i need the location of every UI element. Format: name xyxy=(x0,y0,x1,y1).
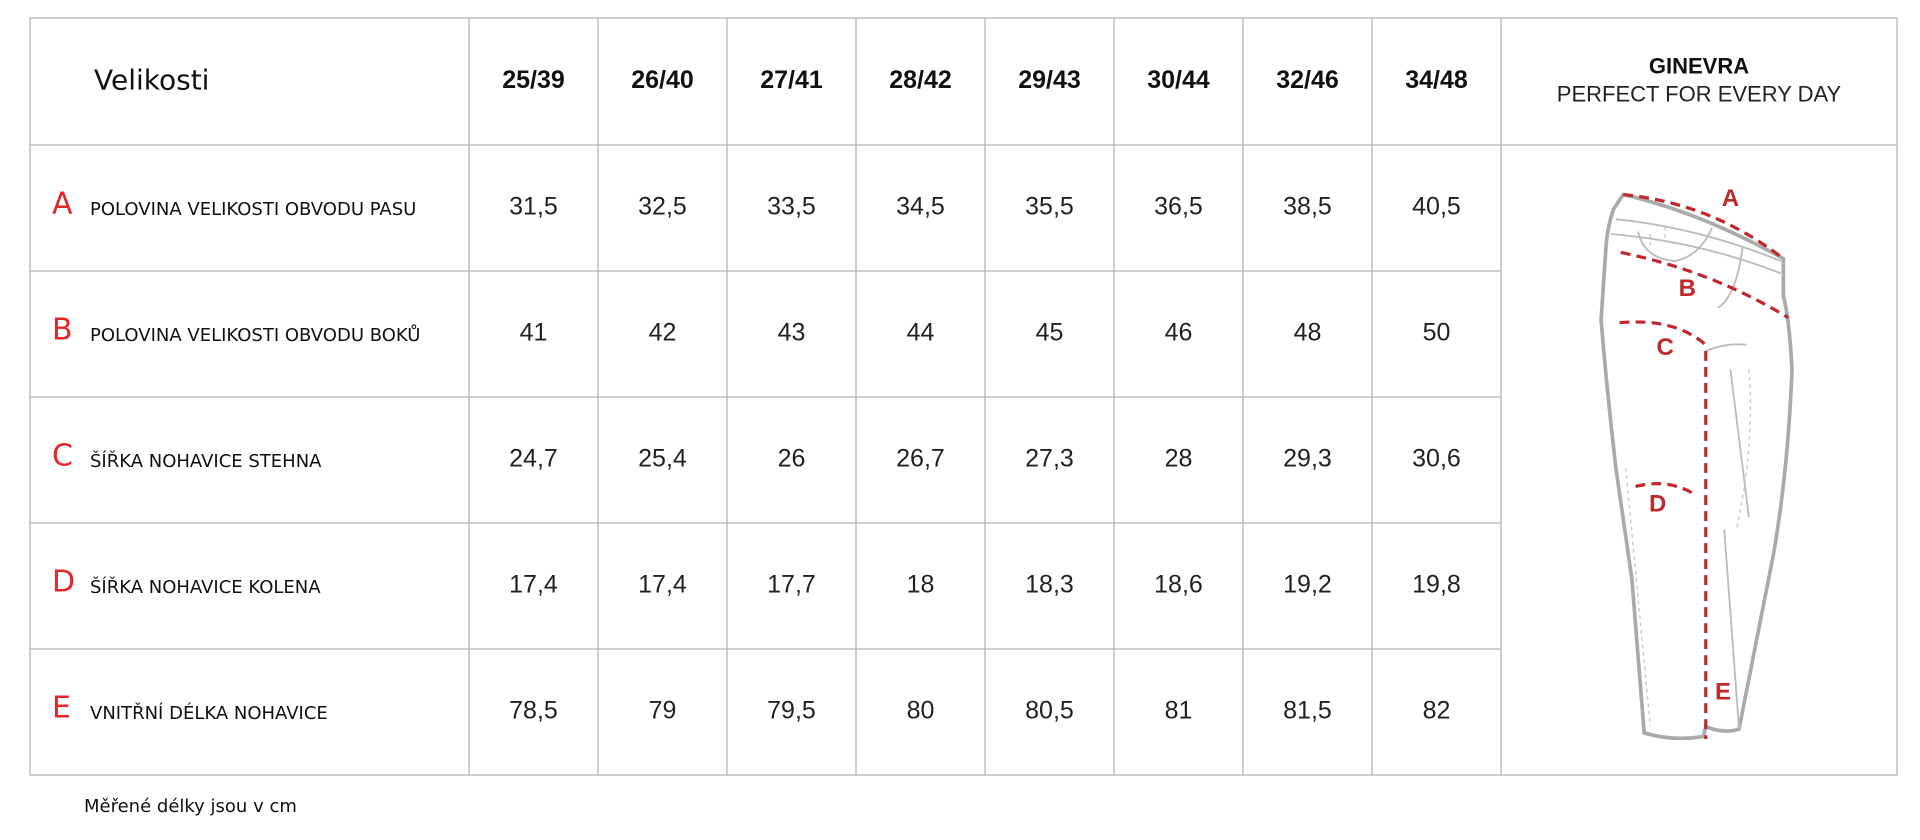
cell-value: 30,6 xyxy=(1412,445,1461,473)
size-header: 26/40 xyxy=(631,66,694,94)
cell-value: 48 xyxy=(1294,319,1322,347)
cell-value: 38,5 xyxy=(1283,193,1332,221)
cell-value: 18 xyxy=(907,571,935,599)
diagram-label: A xyxy=(1722,185,1739,212)
cell-value: 78,5 xyxy=(509,697,558,725)
cell-value: 27,3 xyxy=(1025,445,1074,473)
diagram-label: B xyxy=(1679,275,1696,302)
table-grid xyxy=(29,17,1898,776)
cell-value: 34,5 xyxy=(896,193,945,221)
brand: GINEVRA xyxy=(1649,53,1749,78)
size-header: 30/44 xyxy=(1147,66,1210,94)
jeans-diagram xyxy=(1599,192,1794,741)
row-letter: D xyxy=(52,565,75,600)
header-title: Velikosti xyxy=(94,64,209,97)
cell-value: 36,5 xyxy=(1154,193,1203,221)
cell-value: 19,8 xyxy=(1412,571,1461,599)
row-letter: A xyxy=(52,187,73,222)
cell-value: 41 xyxy=(520,319,548,347)
size-header: 34/48 xyxy=(1405,66,1468,94)
size-header: 29/43 xyxy=(1018,66,1081,94)
cell-value: 26 xyxy=(778,445,806,473)
cell-value: 26,7 xyxy=(896,445,945,473)
cell-value: 17,4 xyxy=(638,571,687,599)
diagram-label: E xyxy=(1715,679,1731,706)
cell-value: 25,4 xyxy=(638,445,687,473)
cell-value: 35,5 xyxy=(1025,193,1074,221)
cell-value: 33,5 xyxy=(767,193,816,221)
diagram-label: D xyxy=(1649,490,1666,517)
cell-value: 17,7 xyxy=(767,571,816,599)
cell-value: 28 xyxy=(1165,445,1193,473)
cell-value: 79 xyxy=(649,697,677,725)
cell-value: 29,3 xyxy=(1283,445,1332,473)
row-label: ŠÍŘKA NOHAVICE STEHNA xyxy=(90,450,322,472)
cell-value: 80 xyxy=(907,697,935,725)
cell-value: 82 xyxy=(1423,697,1451,725)
cell-value: 31,5 xyxy=(509,193,558,221)
cell-value: 42 xyxy=(649,319,677,347)
cell-value: 18,3 xyxy=(1025,571,1074,599)
row-label: POLOVINA VELIKOSTI OBVODU PASU xyxy=(90,199,416,220)
cell-value: 24,7 xyxy=(509,445,558,473)
size-header: 28/42 xyxy=(889,66,952,94)
cell-value: 45 xyxy=(1036,319,1064,347)
cell-value: 19,2 xyxy=(1283,571,1332,599)
cell-value: 43 xyxy=(778,319,806,347)
row-label: POLOVINA VELIKOSTI OBVODU BOKŮ xyxy=(90,324,420,346)
cell-value: 80,5 xyxy=(1025,697,1074,725)
diagram-label: C xyxy=(1656,334,1673,361)
size-header: 27/41 xyxy=(760,66,823,94)
cell-value: 46 xyxy=(1165,319,1193,347)
cell-value: 79,5 xyxy=(767,697,816,725)
size-header: 25/39 xyxy=(502,66,565,94)
row-label: ŠÍŘKA NOHAVICE KOLENA xyxy=(90,576,321,598)
row-label: VNITŘNÍ DÉLKA NOHAVICE xyxy=(90,702,328,724)
row-letter: B xyxy=(52,313,73,348)
row-letter: C xyxy=(52,439,73,474)
cell-value: 32,5 xyxy=(638,193,687,221)
cell-value: 44 xyxy=(907,319,935,347)
tagline: PERFECT FOR EVERY DAY xyxy=(1557,81,1842,106)
cell-value: 50 xyxy=(1423,319,1451,347)
footnote: Měřené délky jsou v cm xyxy=(84,796,297,817)
cell-value: 81 xyxy=(1165,697,1193,725)
cell-value: 81,5 xyxy=(1283,697,1332,725)
cell-value: 17,4 xyxy=(509,571,558,599)
cell-value: 40,5 xyxy=(1412,193,1461,221)
row-letter: E xyxy=(52,691,71,726)
cell-value: 18,6 xyxy=(1154,571,1203,599)
size-header: 32/46 xyxy=(1276,66,1339,94)
